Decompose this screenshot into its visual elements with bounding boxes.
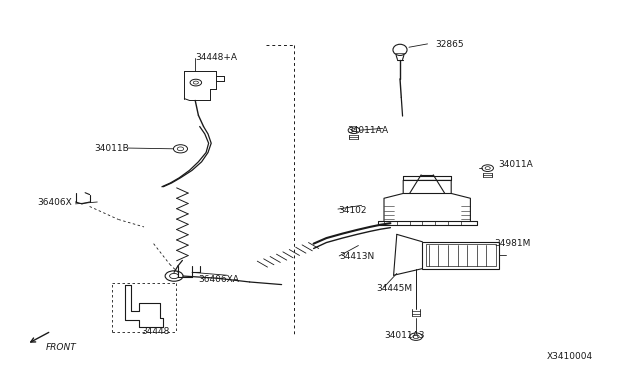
Bar [426,244,496,266]
Text: 32865: 32865 [435,40,464,49]
Text: 34981M: 34981M [495,239,531,248]
Text: 34448+A: 34448+A [195,53,237,62]
Text: 36406X: 36406X [37,198,72,207]
Text: 34445M: 34445M [376,284,412,293]
Text: 34413N: 34413N [339,252,374,261]
Text: 34011A: 34011A [498,160,532,169]
Text: 34448: 34448 [141,327,169,336]
Text: FRONT: FRONT [46,343,77,352]
Text: 34011B: 34011B [95,144,129,153]
Text: X3410004: X3410004 [547,352,593,361]
Bar [422,242,499,269]
Text: 36406XA: 36406XA [198,275,239,284]
Text: 34102: 34102 [338,206,367,215]
Text: 34011AA: 34011AA [348,126,388,135]
Text: 34011A3: 34011A3 [384,331,424,340]
